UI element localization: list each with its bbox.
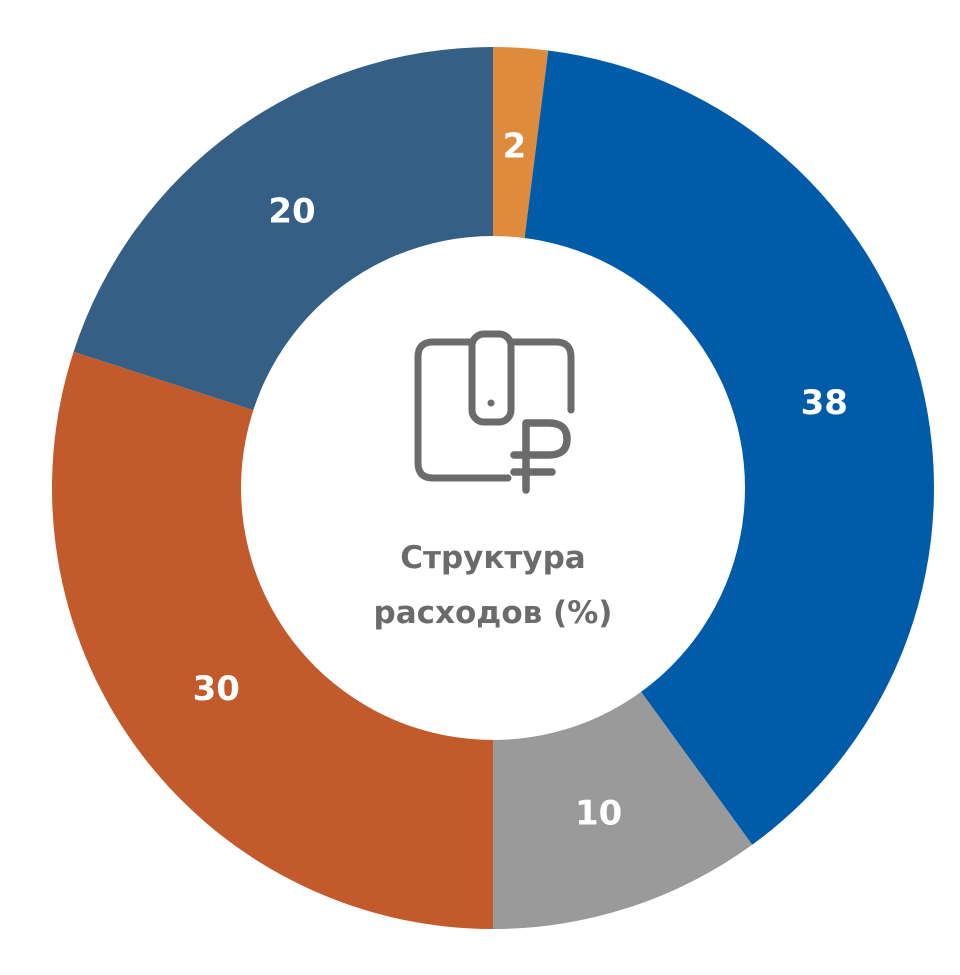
- slice-label-4: 20: [268, 191, 315, 231]
- wallet-ruble-icon: [414, 330, 575, 494]
- slice-label-3: 30: [193, 669, 240, 709]
- donut-hole: [241, 236, 745, 740]
- slice-label-1: 38: [801, 383, 848, 423]
- slice-label-0: 2: [503, 127, 527, 167]
- center-title-line-1: Структура: [400, 540, 585, 576]
- slice-label-2: 10: [575, 793, 622, 833]
- slice-labels: 2 38 10 30 20: [193, 127, 848, 834]
- center-title-line-2: расходов (%): [374, 595, 613, 631]
